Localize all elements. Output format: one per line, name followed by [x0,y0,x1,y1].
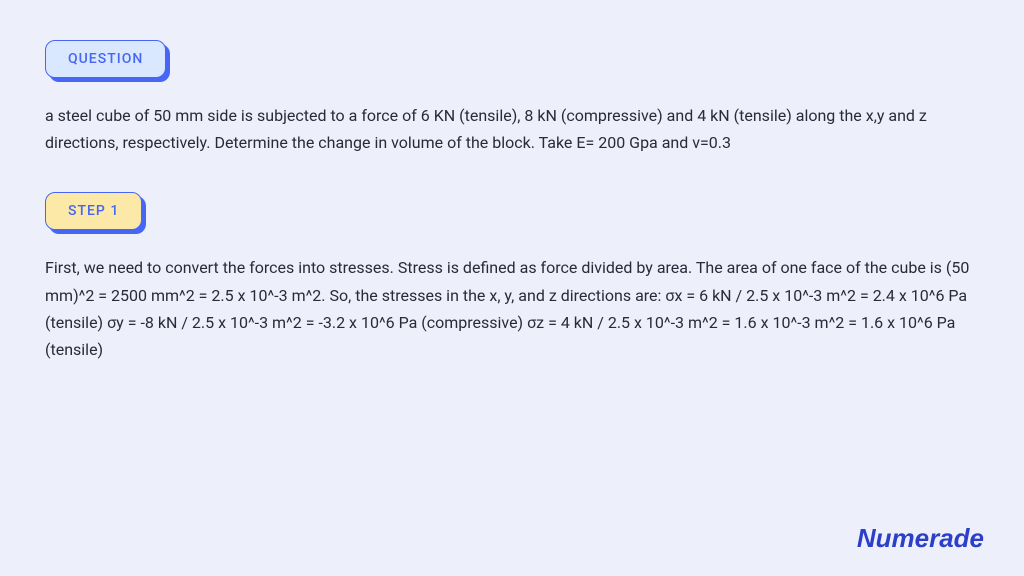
step1-section: STEP 1 First, we need to convert the for… [45,192,979,363]
question-badge-label: QUESTION [68,51,143,67]
step1-badge-label: STEP 1 [68,203,119,219]
question-badge: QUESTION [45,40,166,78]
question-section: QUESTION a steel cube of 50 mm side is s… [45,40,979,156]
step1-text: First, we need to convert the forces int… [45,254,979,363]
question-text: a steel cube of 50 mm side is subjected … [45,102,979,156]
brand-logo: Numerade [857,523,984,554]
step1-badge: STEP 1 [45,192,142,230]
